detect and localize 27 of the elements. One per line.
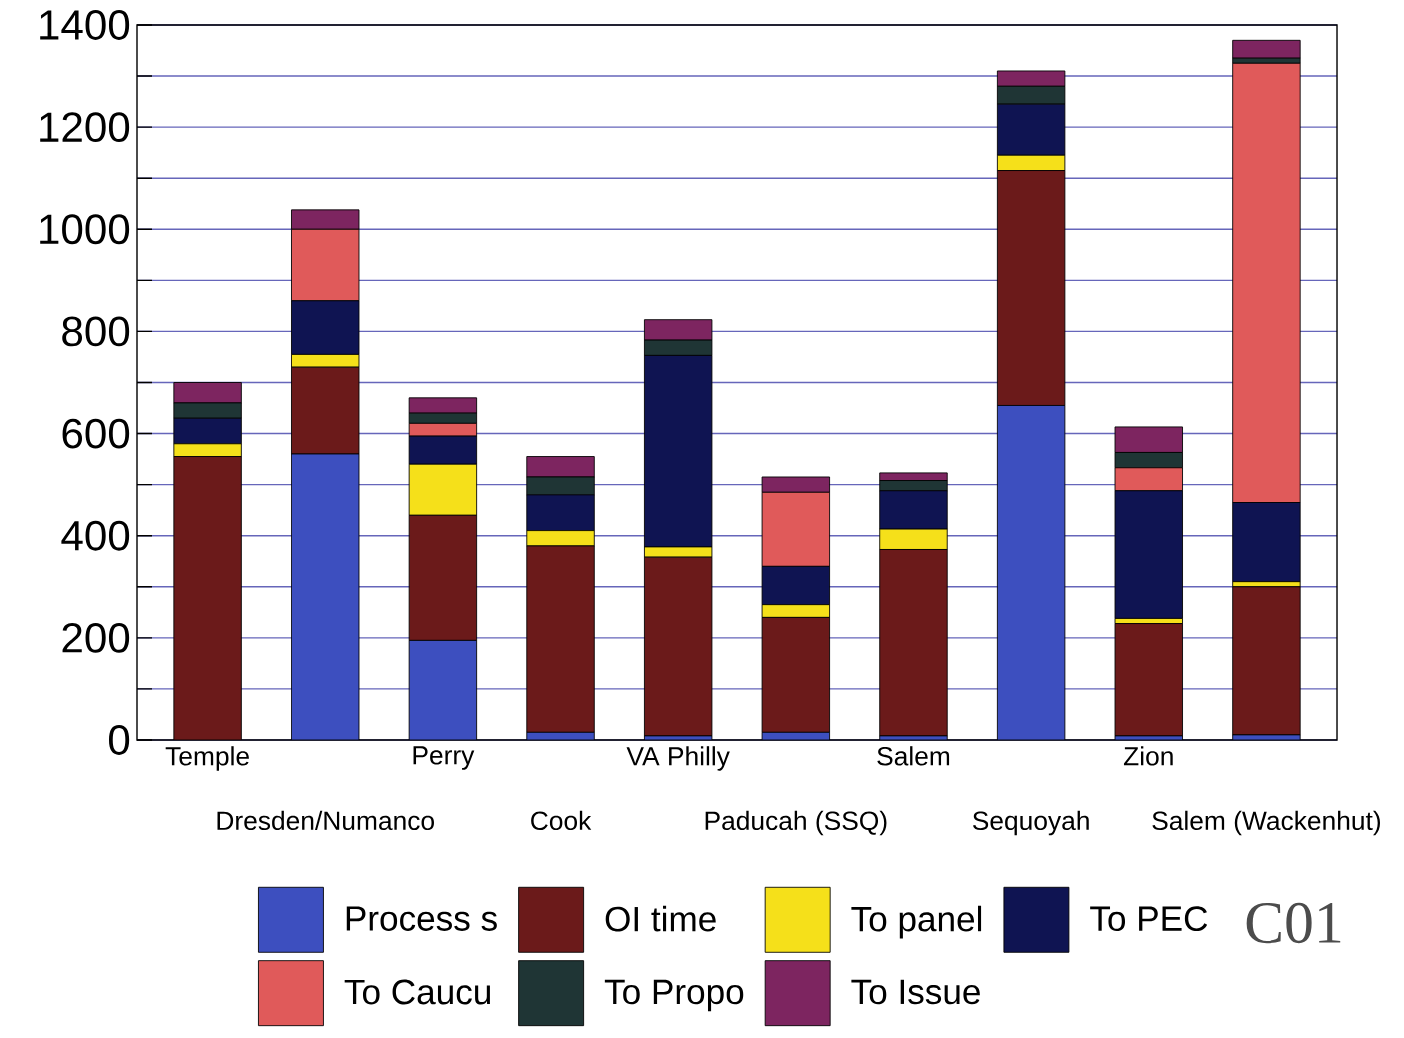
x-tick-label: Temple <box>165 746 249 771</box>
y-tick-label: 1000 <box>40 214 130 245</box>
legend-label: To Propo <box>604 979 744 1012</box>
y-tick-label: 800 <box>62 316 130 347</box>
x-tick-label: Cook <box>531 810 592 831</box>
legend-label: To Caucu <box>344 979 490 1005</box>
x-tick-label: VA Philly <box>626 746 730 771</box>
y-tick-label: 0 <box>108 725 130 755</box>
x-tick-label: Dresden/Numanco <box>217 810 434 831</box>
y-tick-label: 600 <box>62 418 130 449</box>
legend-label: To PEC <box>1090 906 1208 932</box>
x-tick-label: Salem (Wackenhut) <box>1152 810 1380 836</box>
bar <box>1232 39 1301 59</box>
y-tick-label: 1200 <box>40 112 130 143</box>
legend-label: To panel <box>851 905 982 939</box>
x-tick-label: Salem <box>877 746 950 766</box>
x-tick-label: Perry <box>413 746 475 770</box>
legend-label: Process s <box>346 906 497 931</box>
y-tick-label: 1400 <box>40 10 130 40</box>
text: C01 <box>1246 902 1341 944</box>
x-tick-label: Paducah (SSQ) <box>705 810 887 836</box>
x-tick-label: Sequoyah <box>972 810 1089 836</box>
x-tick-label: Zion <box>1123 746 1173 766</box>
y-tick-label: 400 <box>61 520 130 551</box>
legend-label: To Issue <box>851 979 980 1005</box>
y-tick-label: 200 <box>62 622 130 653</box>
legend-label: OI time <box>605 905 716 932</box>
